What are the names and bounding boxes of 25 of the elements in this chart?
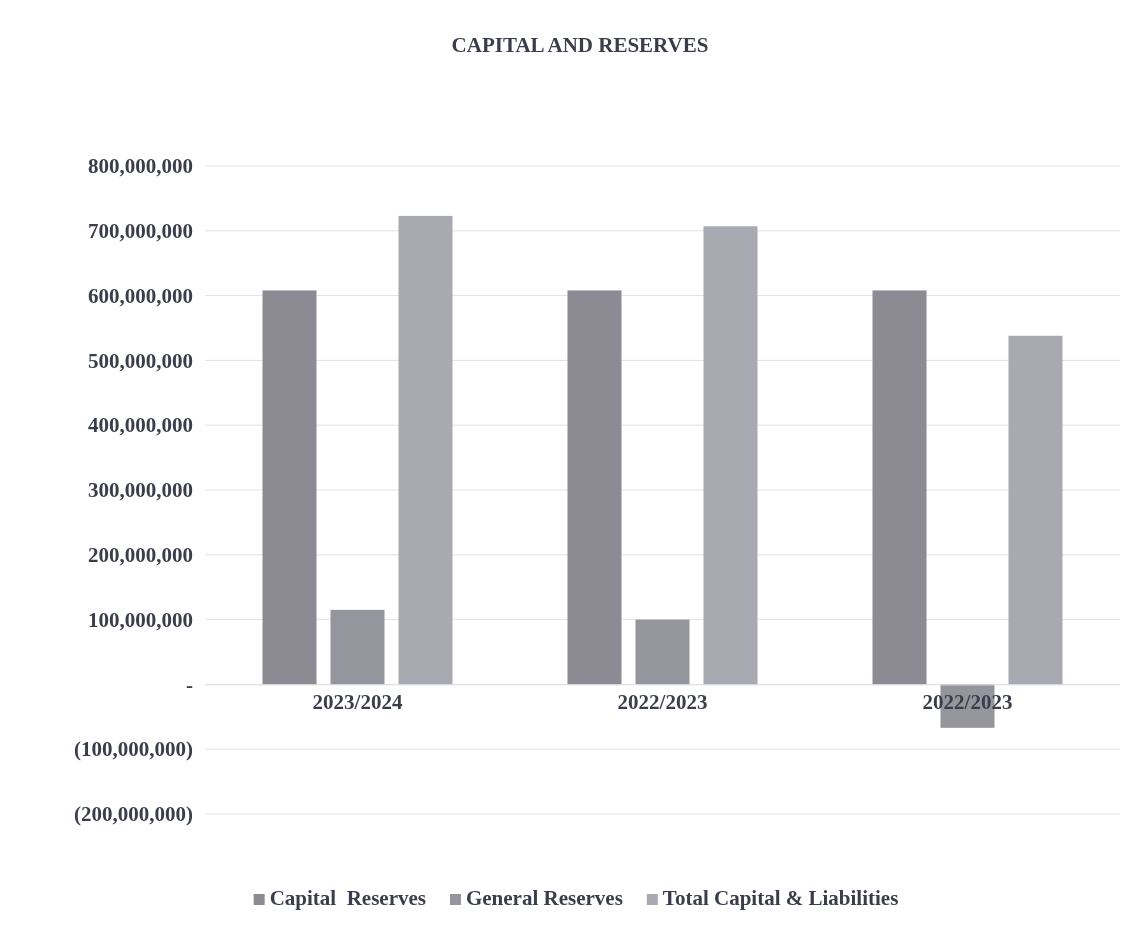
y-tick-label: (100,000,000)	[74, 737, 193, 762]
y-tick-label: 800,000,000	[88, 154, 193, 179]
bar	[262, 290, 317, 685]
bar	[398, 215, 453, 685]
legend-label: Total Capital & Liabilities	[662, 886, 899, 910]
y-tick-label: (200,000,000)	[74, 802, 193, 827]
y-tick-label: 400,000,000	[88, 413, 193, 438]
y-tick-label: 600,000,000	[88, 283, 193, 308]
y-tick-label: 300,000,000	[88, 478, 193, 503]
legend-label: General Reserves	[465, 886, 623, 910]
y-tick-label: 500,000,000	[88, 348, 193, 373]
bar	[635, 619, 690, 685]
bar	[872, 290, 927, 685]
bar	[330, 609, 385, 685]
y-tick-label: 700,000,000	[88, 219, 193, 244]
legend-label: Capital Reserves	[269, 886, 426, 910]
x-tick-label: 2022/2023	[617, 690, 708, 715]
y-tick-label: 100,000,000	[88, 607, 193, 632]
bar	[703, 226, 758, 685]
y-tick-label: -	[186, 672, 193, 697]
x-tick-label: 2023/2024	[312, 690, 403, 715]
y-tick-label: 200,000,000	[88, 543, 193, 568]
chart-title: CAPITAL AND RESERVES	[451, 33, 709, 57]
bar	[1008, 335, 1063, 685]
bar	[567, 290, 622, 685]
